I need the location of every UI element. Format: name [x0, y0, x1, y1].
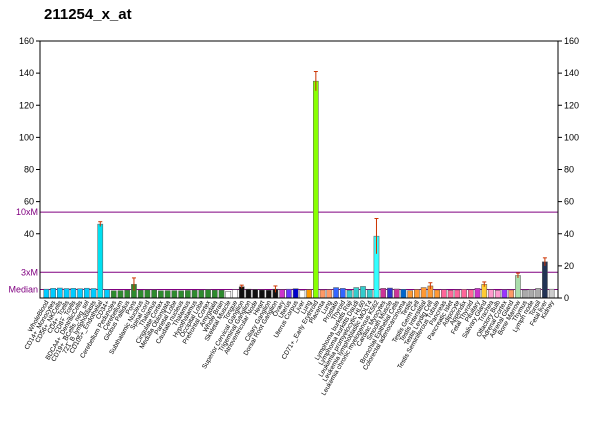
bar [191, 290, 198, 299]
bar [137, 290, 144, 299]
reference-line-label: 10xM [16, 207, 38, 217]
bar [124, 290, 131, 299]
right-tick-label: 120 [564, 100, 579, 110]
bar [353, 287, 360, 299]
bar [286, 288, 292, 299]
bar [306, 289, 312, 299]
bar [333, 287, 339, 299]
bar [339, 288, 346, 299]
bar [43, 288, 50, 299]
bar [454, 289, 461, 299]
bar [467, 289, 474, 299]
bar [488, 289, 494, 299]
bar [441, 289, 447, 299]
right-tick-label: 60 [564, 197, 574, 207]
bar [252, 289, 259, 299]
bar [387, 287, 393, 299]
bars [43, 71, 555, 299]
bar [144, 289, 151, 299]
bar [185, 290, 191, 299]
left-tick-label: 100 [19, 132, 34, 142]
bar [158, 290, 164, 299]
bar [77, 288, 83, 299]
right-tick-label: 40 [564, 229, 574, 239]
bar [535, 288, 541, 299]
bar [171, 290, 178, 299]
bar [265, 290, 272, 299]
bar [57, 287, 63, 299]
bar [90, 288, 97, 299]
bar [104, 289, 110, 299]
bar [198, 289, 205, 299]
bar [292, 288, 299, 299]
plot-frame [39, 40, 559, 299]
left-tick-label: 160 [19, 36, 34, 46]
bar [515, 275, 521, 299]
bar [360, 286, 366, 299]
bar [110, 290, 117, 299]
axes: 40 60 80 100 120 140 160 0 20 40 60 80 100 120 140 160 [19, 36, 579, 303]
bar [83, 287, 90, 299]
bar [380, 288, 387, 299]
left-tick-label: 120 [19, 100, 34, 110]
bar [407, 290, 413, 299]
bar [346, 290, 353, 299]
bar [414, 289, 420, 299]
reference-line-label: 3xM [21, 267, 38, 277]
bar [548, 288, 555, 299]
bar [319, 289, 326, 299]
bar [521, 289, 528, 299]
bar [70, 288, 77, 299]
right-tick-label: 100 [564, 132, 579, 142]
bar [259, 289, 265, 299]
bar [225, 291, 232, 299]
bar [400, 289, 407, 299]
bar [447, 290, 454, 299]
left-tick-label: 40 [24, 229, 34, 239]
bar [461, 289, 467, 299]
bar [232, 289, 238, 299]
bar [474, 288, 481, 299]
bar [245, 288, 252, 299]
bar [393, 288, 400, 299]
bar [501, 289, 508, 299]
bar [508, 289, 515, 299]
reference-line-label: Median [8, 284, 38, 294]
bar [97, 223, 104, 299]
bar [542, 261, 548, 299]
category-labels: WholeBloodCD14+_MonocytesCD56+_NKCellsCD… [24, 299, 557, 397]
bar [164, 290, 171, 299]
bar [420, 287, 427, 299]
right-tick-label: 140 [564, 68, 579, 78]
bar [366, 289, 373, 299]
bar [313, 80, 319, 299]
left-tick-label: 140 [19, 68, 34, 78]
right-tick-label: 160 [564, 36, 579, 46]
bar [326, 289, 333, 299]
bar [151, 289, 157, 299]
bar [178, 290, 184, 299]
bar [218, 290, 225, 299]
bar [434, 289, 440, 299]
bar [299, 290, 306, 299]
reference-lines: 10xM 3xM Median [8, 207, 558, 294]
right-tick-label: 80 [564, 165, 574, 175]
bar [279, 289, 285, 299]
right-tick-label: 20 [564, 261, 574, 271]
bar [494, 290, 501, 299]
left-tick-label: 80 [24, 165, 34, 175]
bar [117, 290, 124, 299]
bar [50, 288, 56, 299]
left-tick-label: 60 [24, 197, 34, 207]
bar [205, 289, 211, 299]
bar [238, 286, 245, 299]
bar [211, 289, 218, 299]
right-tick-label: 0 [564, 293, 569, 303]
bar [63, 288, 70, 299]
chart-title: 211254_x_at [44, 6, 132, 23]
bar [528, 289, 535, 299]
